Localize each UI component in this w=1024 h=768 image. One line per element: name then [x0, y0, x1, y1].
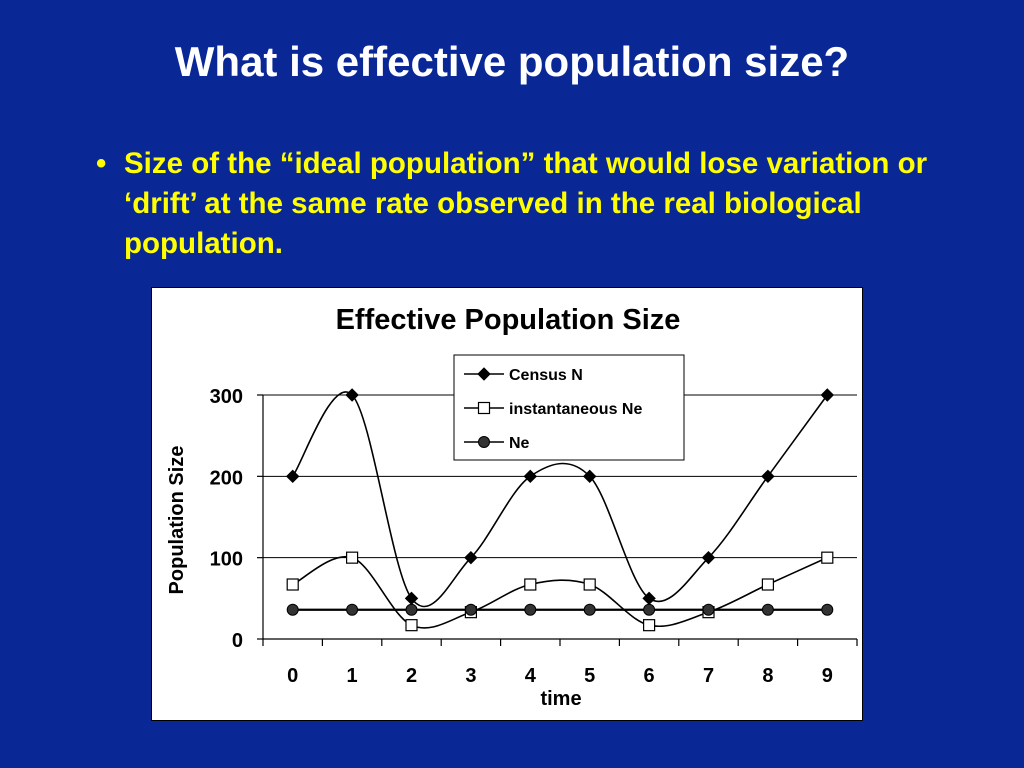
data-point	[761, 603, 774, 616]
data-point	[583, 603, 596, 616]
legend-marker	[478, 436, 490, 448]
data-point	[286, 603, 299, 616]
effective-population-chart: Effective Population Size 0 100 200 300 0 1 2 3…	[166, 304, 858, 710]
x-tick-label: 0	[287, 665, 298, 687]
y-tick-label: 100	[210, 549, 243, 571]
x-tick-label: 3	[465, 665, 476, 687]
y-tick-label: 300	[210, 386, 243, 408]
data-point	[702, 603, 715, 616]
data-point	[524, 603, 537, 616]
legend-label: instantaneous Ne	[509, 401, 642, 418]
data-point	[643, 603, 656, 616]
axes: 0 100 200 300 0 1 2 3 4 5 6 7 8 9	[210, 386, 858, 687]
bullet-text: Size of the “ideal population” that woul…	[124, 147, 928, 260]
data-point	[285, 469, 300, 484]
series-lines	[285, 388, 835, 632]
data-point	[346, 603, 359, 616]
chart-title: Effective Population Size	[336, 304, 681, 336]
data-point	[643, 619, 656, 632]
data-point	[464, 550, 478, 565]
x-tick-label: 5	[584, 665, 595, 687]
slide-title: What is effective population size?	[174, 38, 850, 85]
data-point	[761, 469, 775, 484]
series-0	[285, 388, 835, 608]
legend-marker	[477, 367, 491, 381]
data-point	[286, 578, 299, 591]
data-point	[345, 388, 359, 402]
data-point	[464, 603, 477, 616]
series-1	[286, 551, 834, 632]
data-point	[821, 551, 834, 564]
data-point	[523, 469, 538, 484]
x-tick-label: 4	[525, 665, 537, 687]
legend-label: Census N	[509, 367, 583, 384]
bullet-item: • Size of the “ideal population” that wo…	[96, 144, 936, 264]
data-point	[524, 578, 537, 591]
data-point	[405, 619, 418, 632]
series-line	[292, 391, 828, 608]
y-tick-label: 200	[210, 467, 243, 489]
x-tick-label: 2	[406, 665, 417, 687]
y-tick-label: 0	[232, 630, 243, 652]
x-tick-label: 6	[644, 665, 655, 687]
y-axis-label: Population Size	[166, 446, 188, 595]
x-tick-label: 8	[762, 665, 773, 687]
data-point	[582, 469, 597, 484]
series-2	[286, 603, 834, 616]
data-point	[820, 388, 835, 402]
legend-marker	[477, 401, 491, 415]
x-tick-label: 1	[347, 665, 358, 687]
bullet-icon: •	[96, 147, 107, 180]
x-axis-label: time	[540, 688, 581, 710]
x-tick-label: 7	[703, 665, 714, 687]
chart-frame: Effective Population Size 0 100 200 300 0 1 2 3…	[151, 287, 863, 721]
legend-label: Ne	[509, 435, 530, 452]
data-point	[405, 603, 418, 616]
legend: Census N instantaneous Ne Ne	[453, 354, 685, 461]
data-point	[761, 578, 775, 591]
data-point	[583, 578, 596, 591]
series-line	[292, 555, 828, 629]
x-tick-label: 9	[822, 665, 833, 687]
data-point	[701, 550, 716, 565]
data-point	[821, 603, 834, 616]
data-point	[346, 551, 359, 564]
